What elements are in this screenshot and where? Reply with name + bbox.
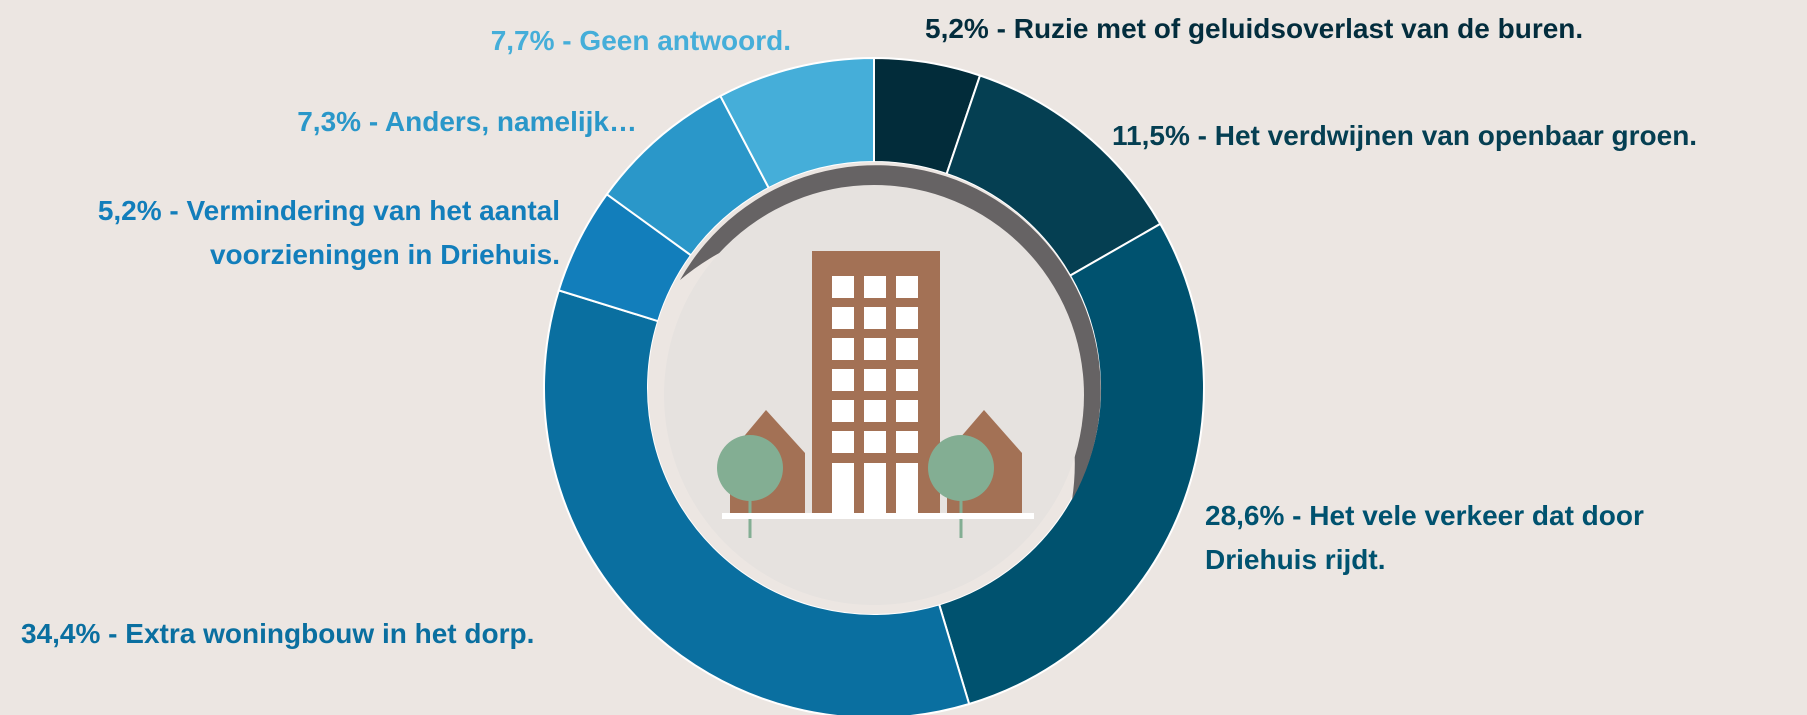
category-label: Het vele verkeer dat door Driehuis rijdt… (1205, 500, 1644, 575)
value-label: 7,3% (297, 106, 362, 137)
slice-label: 7,7% - Geen antwoord. (491, 19, 791, 63)
separator: - (988, 13, 1014, 44)
separator: - (161, 195, 187, 226)
slice-label: 5,2% - Ruzie met of geluidsoverlast van … (925, 7, 1583, 51)
separator: - (1284, 500, 1310, 531)
category-label: Extra woningbouw in het dorp. (125, 618, 535, 649)
category-label: Vermindering van het aantal voorzieninge… (186, 195, 560, 270)
category-label: Het verdwijnen van openbaar groen. (1214, 120, 1698, 151)
value-label: 28,6% (1205, 500, 1285, 531)
slice-label: 34,4% - Extra woningbouw in het dorp. (21, 612, 534, 656)
slices (543, 56, 1205, 715)
slice-label: 7,3% - Anders, namelijk… (297, 100, 637, 144)
value-label: 5,2% (97, 195, 162, 226)
value-label: 34,4% (21, 618, 101, 649)
category-label: Ruzie met of geluidsoverlast van de bure… (1013, 13, 1584, 44)
slice-label: 5,2% - Vermindering van het aantal voorz… (0, 189, 560, 277)
value-label: 7,7% (490, 25, 555, 56)
slice-label: 28,6% - Het vele verkeer dat door Driehu… (1205, 494, 1745, 582)
separator: - (100, 618, 126, 649)
illustration (717, 251, 1034, 538)
separator: - (361, 106, 385, 137)
category-label: Geen antwoord. (579, 25, 791, 56)
value-label: 11,5% (1112, 120, 1190, 151)
separator: - (1189, 120, 1215, 151)
slice-label: 11,5% - Het verdwijnen van openbaar groe… (1112, 114, 1697, 158)
separator: - (554, 25, 580, 56)
value-label: 5,2% (925, 13, 989, 44)
category-label: Anders, namelijk… (384, 106, 637, 137)
